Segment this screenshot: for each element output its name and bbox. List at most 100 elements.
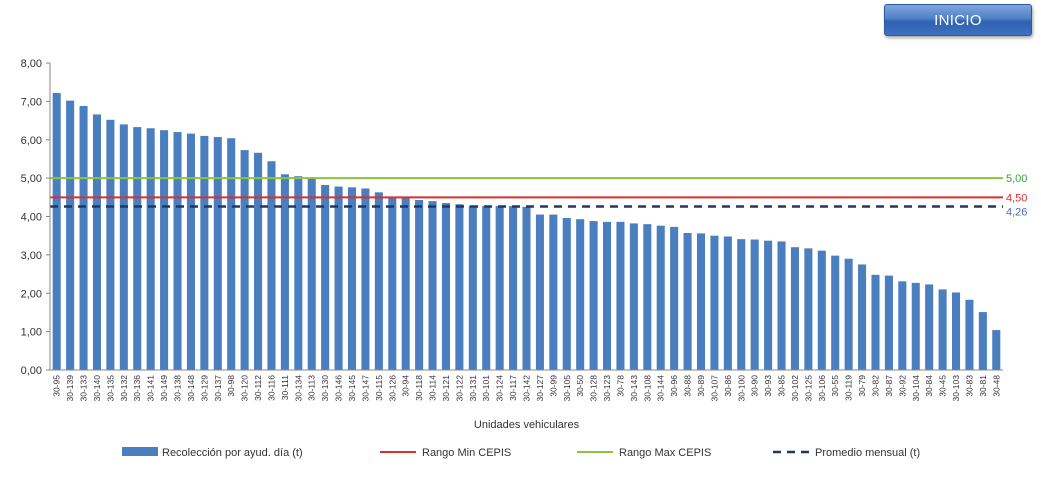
x-tick-label: 30-88 — [683, 375, 693, 397]
x-tick-label: 30-95 — [52, 375, 62, 397]
reference-line-label: 4,26 — [1006, 207, 1027, 219]
x-tick-label: 30-128 — [589, 375, 599, 402]
bar — [710, 235, 719, 370]
bar — [884, 275, 893, 370]
bar — [790, 247, 799, 370]
bar — [307, 178, 316, 370]
bar — [119, 124, 128, 371]
bar — [992, 330, 1001, 370]
y-tick-label: 6,00 — [21, 135, 42, 147]
legend-label: Rango Min CEPIS — [422, 447, 511, 459]
y-tick-label: 2,00 — [21, 288, 42, 300]
bar — [92, 114, 102, 370]
bar — [911, 282, 920, 370]
x-tick-label: 30-146 — [334, 375, 344, 402]
x-tick-label: 30-125 — [803, 375, 813, 402]
x-tick-label: 30-101 — [481, 375, 491, 402]
legend-label: Recolección por ayud. día (t) — [162, 447, 303, 459]
x-tick-label: 30-89 — [696, 375, 706, 397]
x-tick-label: 30-81 — [978, 375, 988, 397]
x-tick-label: 30-149 — [159, 375, 169, 402]
bar — [200, 135, 209, 370]
bar — [213, 137, 222, 370]
bar — [858, 264, 867, 370]
x-tick-label: 30-79 — [857, 375, 867, 397]
x-tick-label: 30-55 — [830, 375, 840, 397]
legend-label: Rango Max CEPIS — [619, 447, 711, 459]
bar — [683, 233, 692, 370]
y-tick-label: 3,00 — [21, 250, 42, 262]
reference-line-label: 4,50 — [1006, 192, 1027, 204]
y-tick-label: 5,00 — [21, 173, 42, 185]
x-tick-label: 30-102 — [790, 375, 800, 402]
bar — [334, 186, 343, 370]
x-tick-label: 30-115 — [374, 375, 384, 401]
bar — [173, 132, 182, 370]
x-tick-label: 30-111 — [280, 375, 290, 400]
x-tick-label: 30-85 — [777, 375, 787, 397]
bar — [696, 233, 706, 370]
x-tick-label: 30-50 — [575, 375, 585, 397]
x-tick-label: 30-142 — [522, 375, 532, 402]
bar — [951, 292, 961, 370]
bar — [240, 150, 249, 370]
bar — [254, 152, 263, 370]
x-tick-label: 30-119 — [844, 375, 854, 401]
x-tick-label: 30-121 — [441, 375, 451, 402]
x-tick-label: 30-93 — [763, 375, 773, 397]
bar — [522, 206, 531, 370]
x-tick-label: 30-107 — [709, 375, 719, 402]
bars — [52, 92, 1001, 371]
bar — [898, 281, 907, 370]
x-axis-title: Unidades vehiculares — [474, 419, 580, 431]
x-tick-label: 30-83 — [964, 375, 974, 397]
x-tick-label: 30-132 — [119, 375, 129, 402]
y-tick-label: 1,00 — [21, 327, 42, 339]
x-tick-label: 30-99 — [548, 375, 558, 397]
x-tick-label: 30-117 — [508, 375, 518, 401]
x-tick-label: 30-90 — [750, 375, 760, 397]
legend: Recolección por ayud. día (t) Rango Min C… — [122, 447, 920, 459]
x-tick-label: 30-104 — [911, 375, 921, 402]
x-tick-label: 30-136 — [132, 375, 142, 402]
x-tick-label: 30-141 — [146, 375, 156, 402]
bar — [777, 241, 786, 370]
x-tick-label: 30-78 — [615, 375, 625, 397]
x-tick-label: 30-98 — [226, 375, 236, 397]
bar — [106, 119, 115, 370]
legend-swatch-bar — [122, 447, 158, 456]
x-tick-label: 30-143 — [629, 375, 639, 402]
bar — [388, 196, 397, 370]
x-tick-label: 30-148 — [186, 375, 196, 402]
bar — [965, 299, 974, 370]
bar — [804, 248, 813, 370]
bar — [562, 218, 571, 370]
x-tick-label: 30-129 — [199, 375, 209, 402]
bar — [629, 223, 638, 370]
y-tick-label: 4,00 — [21, 212, 42, 224]
bar — [670, 226, 679, 370]
bar — [321, 185, 330, 370]
bar — [186, 133, 195, 370]
bar — [509, 206, 518, 370]
x-tick-label: 30-94 — [401, 375, 411, 397]
x-tick-label: 30-106 — [817, 375, 827, 402]
bar — [482, 206, 491, 370]
axes — [49, 63, 1003, 371]
x-tick-label: 30-113 — [307, 375, 317, 401]
bar — [576, 219, 585, 370]
bar — [455, 204, 464, 370]
x-tick-label: 30-127 — [535, 375, 545, 402]
x-tick-label: 30-138 — [173, 375, 183, 402]
x-tick-label: 30-48 — [991, 375, 1001, 397]
x-tick-label: 30-126 — [387, 375, 397, 402]
x-tick-label: 30-147 — [360, 375, 370, 402]
y-axis-ticks: 0,00 1,00 2,00 3,00 4,00 5,00 6,00 7,00 8,00 — [21, 58, 50, 377]
x-tick-label: 30-134 — [293, 375, 303, 402]
x-tick-label: 30-108 — [642, 375, 652, 402]
bar — [441, 203, 450, 370]
bar — [374, 192, 383, 370]
x-tick-label: 30-123 — [602, 375, 612, 402]
x-axis-ticks: 30-95 30-139 30-133 30-140 30-135 30-132 30-13… — [52, 375, 1002, 402]
inicio-button[interactable]: INICIO — [884, 4, 1032, 36]
